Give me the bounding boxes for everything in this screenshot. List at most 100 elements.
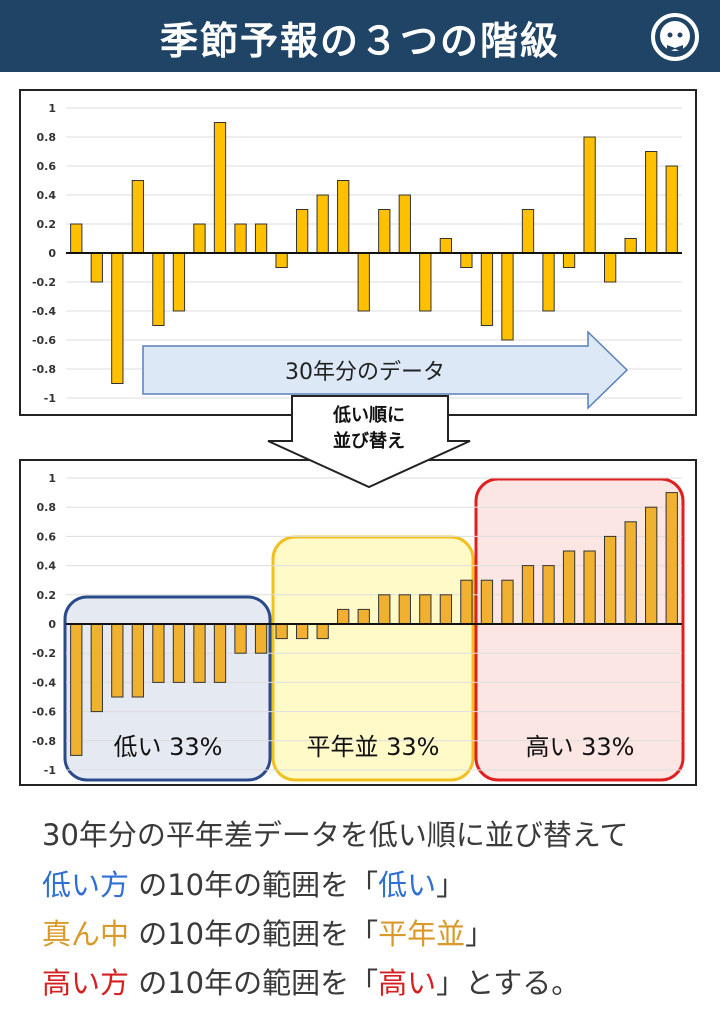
y-tick-label: 0.4 [37, 560, 57, 573]
mid-value: 平年並 [378, 917, 466, 951]
bar [665, 165, 678, 254]
bar [562, 252, 576, 268]
text: 」とする。 [436, 966, 581, 1000]
bar [213, 623, 227, 683]
sort-label-2: 並び替え [333, 430, 405, 452]
explanation-line-low: 低い方 の10年の範囲を「低い」 [42, 862, 465, 904]
y-tick-label: 0 [48, 618, 56, 631]
bar [480, 252, 494, 326]
text: の10年の範囲を「 [129, 868, 379, 902]
bar [460, 252, 473, 268]
bar [603, 252, 617, 283]
y-tick-label: 0.6 [37, 530, 57, 543]
y-tick-label: -0.8 [32, 363, 56, 376]
bar [295, 209, 309, 254]
page-title: 季節予報の３つの階級 [159, 19, 560, 63]
timeline-label: 30年分のデータ [285, 360, 445, 385]
mascot-bowtie-icon [651, 13, 699, 61]
y-tick-label: -0.8 [32, 735, 56, 748]
mid-term: 真ん中 [42, 917, 130, 951]
sort-arrow: 低い順に 並び替え [267, 395, 471, 489]
bar [419, 594, 432, 625]
bar [337, 180, 350, 254]
bar [152, 252, 165, 326]
timeline-arrow: 30年分のデータ [142, 330, 629, 410]
bar [70, 623, 83, 756]
bar [234, 623, 247, 654]
y-tick-label: -1 [44, 392, 56, 405]
bar [70, 223, 83, 254]
bar [172, 252, 186, 312]
text: 」 [436, 868, 466, 902]
bar [542, 565, 555, 625]
bar [645, 506, 658, 625]
y-tick-label: -0.6 [32, 334, 56, 347]
y-tick-label: -0.2 [32, 276, 56, 289]
bar [378, 594, 391, 625]
bar [90, 623, 103, 713]
bar [624, 521, 637, 625]
y-tick-label: 0.6 [37, 160, 57, 173]
bar [398, 194, 411, 254]
explanation-line-mid: 真ん中 の10年の範囲を「平年並」 [42, 911, 494, 953]
y-tick-label: 0 [48, 247, 56, 260]
normal-group-label: 平年並 33% [307, 733, 440, 761]
bar [521, 565, 535, 625]
bar [131, 623, 145, 698]
bar [521, 209, 535, 254]
y-tick-label: 1 [48, 472, 56, 485]
text: の10年の範囲を「 [129, 966, 379, 1000]
header-bar: 季節予報の３つの階級 [0, 0, 720, 72]
bar [378, 209, 391, 254]
y-tick-label: 0.8 [37, 131, 57, 144]
bar [111, 252, 124, 384]
bar [357, 252, 370, 312]
text: の10年の範囲を「 [129, 917, 379, 951]
text: 」 [465, 917, 495, 951]
bar [562, 550, 576, 625]
low-value: 低い [378, 868, 437, 902]
bar [337, 608, 350, 625]
low-term: 低い方 [42, 868, 130, 902]
y-tick-label: 0.4 [37, 189, 57, 202]
high-term: 高い方 [42, 966, 130, 1000]
bar [152, 623, 165, 683]
bar [193, 623, 206, 683]
bar [90, 252, 103, 283]
y-tick-label: -1 [44, 764, 56, 777]
bar [357, 608, 370, 625]
high-group-label: 高い 33% [526, 733, 635, 761]
bar [542, 252, 555, 312]
y-tick-label: -0.4 [32, 305, 56, 318]
bar [213, 122, 227, 254]
bar [193, 223, 206, 254]
bar [419, 252, 432, 312]
y-tick-label: 1 [48, 102, 56, 115]
high-value: 高い [378, 966, 437, 1000]
y-tick-label: -0.2 [32, 647, 56, 660]
bar [624, 238, 637, 254]
bar [316, 194, 329, 254]
bar [603, 535, 617, 625]
explanation-line-high: 高い方 の10年の範囲を「高い」とする。 [42, 960, 580, 1002]
bar [501, 252, 514, 341]
bar [275, 623, 288, 640]
bar [111, 623, 124, 698]
bar [295, 623, 309, 640]
bar [501, 579, 514, 625]
bar [131, 180, 145, 254]
y-tick-label: -0.6 [32, 706, 56, 719]
low-group-label: 低い 33% [114, 733, 223, 761]
y-tick-label: 0.8 [37, 501, 57, 514]
bar [254, 223, 268, 254]
bar [439, 238, 453, 254]
y-tick-label: 0.2 [37, 218, 57, 231]
bar [665, 492, 678, 625]
y-tick-label: -0.4 [32, 676, 56, 689]
explanation-line-1: 30年分の平年差データを低い順に並び替えて [42, 818, 629, 852]
bar [398, 594, 411, 625]
bar [254, 623, 268, 654]
bar [583, 136, 596, 254]
bar [583, 550, 596, 625]
